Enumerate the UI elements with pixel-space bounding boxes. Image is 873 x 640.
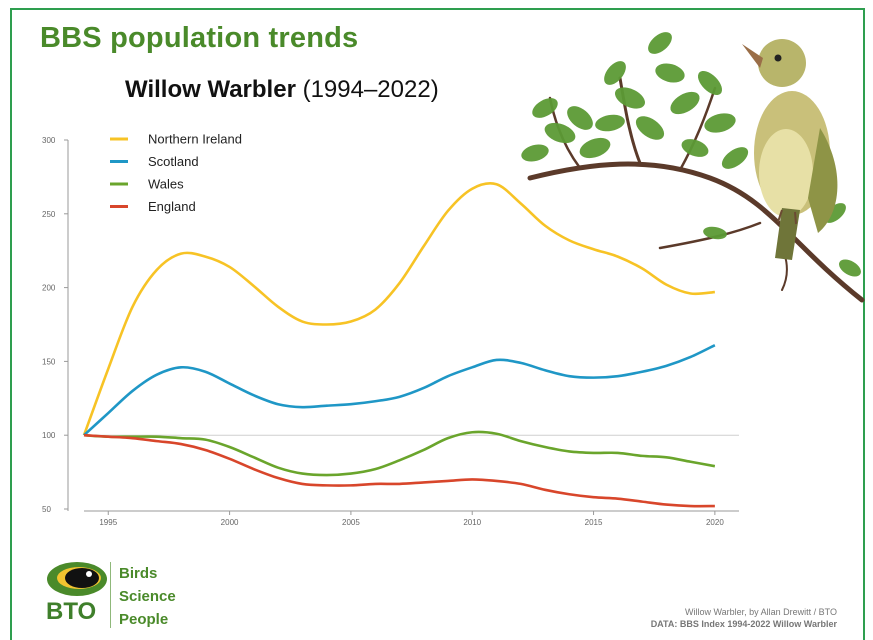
credits: Willow Warbler, by Allan Drewitt / BTO D… xyxy=(651,606,837,630)
chart-legend: Northern Ireland Scotland Wales England xyxy=(110,132,242,214)
x-tick-label: 2015 xyxy=(585,518,603,527)
legend-label: England xyxy=(148,199,196,214)
data-credit: DATA: BBS Index 1994-2022 Willow Warbler xyxy=(650,619,837,629)
chart-series xyxy=(82,182,716,508)
chart-title-species: Willow Warbler xyxy=(125,76,296,103)
legend-label: Scotland xyxy=(148,154,199,169)
bird-icon xyxy=(742,39,838,260)
y-tick-label: 300 xyxy=(42,136,56,145)
chart-title-years: (1994–2022) xyxy=(302,76,439,103)
logo-word-people: People xyxy=(119,611,169,628)
bird-eye-icon xyxy=(47,562,107,596)
y-tick-label: 50 xyxy=(42,505,51,514)
photo-credit: Willow Warbler, by Allan Drewitt / BTO xyxy=(684,607,837,617)
branch-icon xyxy=(527,76,865,303)
legend-label: Northern Ireland xyxy=(148,132,242,147)
chart-title: Willow Warbler (1994–2022) xyxy=(125,76,439,104)
logo-word-science: Science xyxy=(119,588,176,605)
y-tick-label: 100 xyxy=(42,431,56,440)
x-tick-label: 2000 xyxy=(221,518,239,527)
x-tick-label: 1995 xyxy=(99,518,117,527)
willow-warbler-illustration xyxy=(521,32,865,303)
page-title: BBS population trends xyxy=(40,22,359,54)
logo-word-birds: Birds xyxy=(119,565,158,582)
x-tick-label: 2010 xyxy=(463,518,481,527)
series-line-scotland xyxy=(83,343,716,437)
logo-abbreviation: BTO xyxy=(46,598,97,625)
series-line-northern-ireland xyxy=(82,182,715,436)
y-tick-label: 200 xyxy=(42,284,56,293)
legend-label: Wales xyxy=(148,177,184,192)
series-line-wales xyxy=(83,430,716,477)
logo-divider xyxy=(110,562,111,628)
slide-frame xyxy=(10,8,865,640)
logo-words: Birds Science People xyxy=(119,562,176,631)
chart-axes: 50 100 150 200 250 300 1995 2000 2005 2010 2015 202… xyxy=(42,136,739,527)
y-tick-label: 250 xyxy=(42,210,56,219)
y-tick-label: 150 xyxy=(42,357,56,366)
series-line-england xyxy=(83,433,715,508)
x-tick-label: 2020 xyxy=(706,518,724,527)
x-tick-label: 2005 xyxy=(342,518,360,527)
